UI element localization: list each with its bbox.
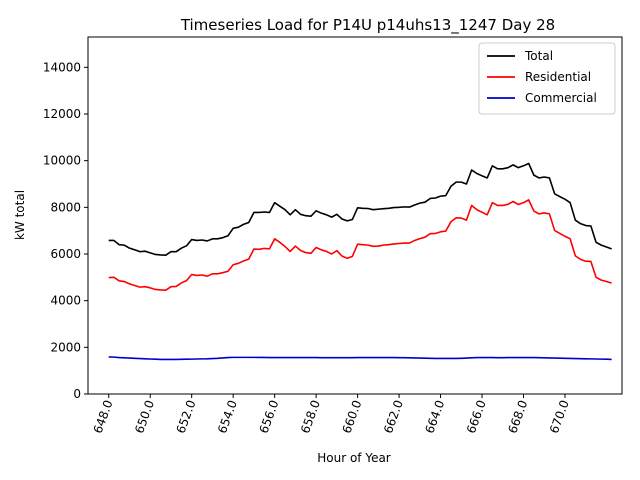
x-tick-label: 658.0 bbox=[298, 398, 323, 435]
x-tick-label: 656.0 bbox=[257, 398, 282, 435]
y-tick-label: 12000 bbox=[43, 107, 81, 121]
plot-frame bbox=[87, 36, 623, 395]
x-tick-label: 668.0 bbox=[505, 398, 530, 435]
chart-title: Timeseries Load for P14U p14uhs13_1247 D… bbox=[180, 16, 555, 35]
y-tick-label: 2000 bbox=[50, 340, 81, 354]
x-tick-label: 662.0 bbox=[381, 398, 406, 435]
x-tick-label: 664.0 bbox=[422, 398, 447, 435]
y-tick-label: 10000 bbox=[43, 154, 81, 168]
legend-label-commercial: Commercial bbox=[525, 91, 597, 105]
y-axis-label: kW total bbox=[13, 190, 27, 240]
y-tick-label: 0 bbox=[73, 387, 81, 401]
legend-label-residential: Residential bbox=[525, 70, 591, 84]
x-tick-label: 666.0 bbox=[464, 398, 489, 435]
plot-area: 0 2000 4000 6000 8000 10000 12000 14000 648.0 650… bbox=[43, 36, 623, 435]
x-tick-label: 670.0 bbox=[547, 398, 572, 435]
x-tick-label: 660.0 bbox=[340, 398, 365, 435]
y-tick-label: 8000 bbox=[50, 200, 81, 214]
y-tick-label: 14000 bbox=[43, 60, 81, 74]
x-tick-label: 654.0 bbox=[215, 398, 240, 435]
y-tick-label: 4000 bbox=[50, 294, 81, 308]
legend-box bbox=[478, 42, 616, 115]
legend-label-total: Total bbox=[524, 49, 553, 63]
series-line-commercial bbox=[108, 356, 612, 361]
x-tick-label: 650.0 bbox=[132, 398, 157, 435]
y-tick-label: 6000 bbox=[50, 247, 81, 261]
x-tick-label: 652.0 bbox=[174, 398, 199, 435]
x-tick-label: 648.0 bbox=[91, 398, 116, 435]
series-line-total bbox=[108, 162, 612, 256]
x-axis-label: Hour of Year bbox=[317, 451, 391, 465]
series-line-residential bbox=[108, 199, 612, 291]
